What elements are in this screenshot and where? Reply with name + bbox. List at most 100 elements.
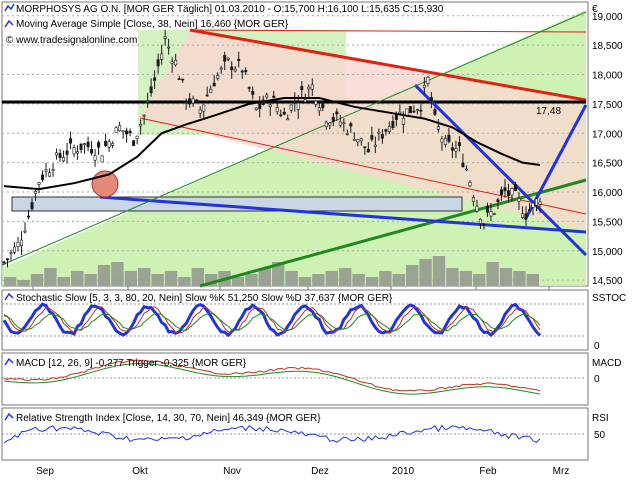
price-bar-body	[233, 68, 237, 72]
volume-bar	[17, 280, 30, 286]
volume-bar	[44, 268, 57, 286]
price-bar-body	[48, 172, 52, 177]
volume-bar	[71, 271, 84, 286]
price-bar-body	[118, 125, 122, 132]
volume-bar	[258, 268, 271, 286]
volume-bar	[379, 271, 392, 286]
price-bar-body	[328, 122, 332, 126]
header-title: MORPHOSYS AG O.N. [MOR GER Täglich] 01.0…	[16, 4, 444, 15]
volume-bar	[111, 262, 124, 286]
macd-tick: 0	[594, 374, 600, 385]
volume-bar	[245, 274, 258, 286]
rsi-icon	[4, 412, 14, 421]
volume-bar	[164, 271, 178, 286]
currency-label: €	[592, 4, 598, 15]
volume-bar	[4, 277, 17, 286]
price-panel: 19,000 18,500 18,000 17,500 17,000 16,500 16,0…	[1, 1, 623, 288]
volume-bar	[473, 274, 486, 286]
resistance-line	[189, 28, 587, 102]
volume-bar	[30, 274, 44, 286]
price-bar-body	[121, 130, 125, 133]
price-bar-body	[62, 157, 66, 162]
price-bar-body	[538, 201, 542, 205]
volume-bar	[312, 274, 325, 286]
price-bar-body	[436, 126, 440, 130]
price-bar-body	[506, 190, 510, 196]
price-bar-body	[170, 61, 174, 64]
price-bar-body	[188, 98, 192, 105]
price-bar-body	[482, 223, 486, 226]
volume-bar	[432, 256, 446, 286]
price-bar-body	[167, 46, 171, 49]
price-bar-body	[422, 84, 426, 89]
price-bar-body	[317, 107, 321, 112]
price-bar-body	[366, 149, 370, 153]
price-bar-body	[244, 70, 248, 73]
price-bar-body	[296, 102, 300, 110]
volume-bar	[513, 271, 526, 286]
price-bar-body	[100, 155, 104, 163]
price-bar-body	[499, 189, 503, 195]
stochastic-title: Stochastic Slow [5, 3, 3, 80, 20, Nein] …	[16, 293, 393, 304]
rsi-axis-label: RSI	[592, 413, 609, 424]
price-bar-body	[342, 122, 346, 124]
volume-bar	[191, 268, 204, 286]
price-bar-body	[387, 125, 391, 132]
price-bar-body	[415, 109, 419, 111]
price-bar-body	[97, 142, 101, 148]
price-bar-body	[83, 143, 87, 145]
macd-axis-label: MACD	[592, 358, 621, 369]
channel-upper-line	[189, 29, 587, 33]
price-bar-body	[391, 121, 395, 128]
price-bar-body	[58, 153, 62, 158]
price-bar-body	[314, 100, 318, 105]
x-tick-label: Sep	[36, 466, 54, 477]
x-tick-label: Dez	[311, 466, 329, 477]
price-bar-body	[23, 230, 27, 233]
level-label: 17,48	[536, 106, 561, 117]
price-bar-body	[468, 182, 472, 186]
price-bar-body	[37, 182, 41, 185]
price-bar-body	[405, 108, 409, 116]
price-bar-body	[174, 60, 178, 66]
price-bar-body	[128, 130, 132, 134]
price-bar-body	[503, 187, 507, 192]
price-bar-body	[412, 110, 416, 113]
price-bar-body	[104, 141, 108, 146]
header-ma: Moving Average Simple [Close, 38, Nein] …	[16, 19, 289, 30]
y-tick-label: 16,500	[592, 159, 623, 170]
stochastic-panel: Stochastic Slow [5, 3, 3, 80, 20, Nein] …	[1, 289, 626, 352]
price-bar-body	[76, 151, 80, 154]
price-bar-body	[352, 139, 356, 141]
chart-icon	[4, 3, 15, 12]
price-bar-body	[205, 94, 209, 97]
price-bar-body	[307, 86, 311, 90]
price-bar-body	[160, 53, 164, 60]
price-bar-body	[2, 261, 6, 264]
price-bar-body	[268, 104, 272, 108]
price-bar-body	[90, 148, 94, 154]
price-bar-body	[492, 213, 496, 215]
price-bar-body	[401, 117, 405, 125]
stochastic-k-line	[2, 302, 542, 338]
price-bar-body	[142, 114, 146, 117]
macd-trigger-line	[3, 363, 541, 395]
macd-line	[3, 359, 541, 392]
highlight-band	[11, 196, 463, 212]
price-bar-body	[181, 78, 185, 81]
y-tick-label: 15,000	[592, 247, 623, 258]
price-bar-body	[111, 143, 115, 146]
price-bar-body	[55, 152, 59, 156]
volume-bar	[57, 277, 70, 286]
price-bar-body	[394, 113, 398, 120]
price-bar-body	[226, 57, 230, 60]
price-bar-body	[300, 86, 304, 91]
price-bar-body	[195, 99, 199, 102]
price-bar-body	[454, 148, 458, 152]
y-tick-label: 17,000	[592, 129, 623, 140]
price-bar-body	[447, 134, 451, 142]
price-bar-body	[212, 82, 216, 87]
price-bar-body	[41, 174, 45, 181]
price-bar-body	[65, 150, 69, 155]
volume-bar	[365, 277, 379, 286]
